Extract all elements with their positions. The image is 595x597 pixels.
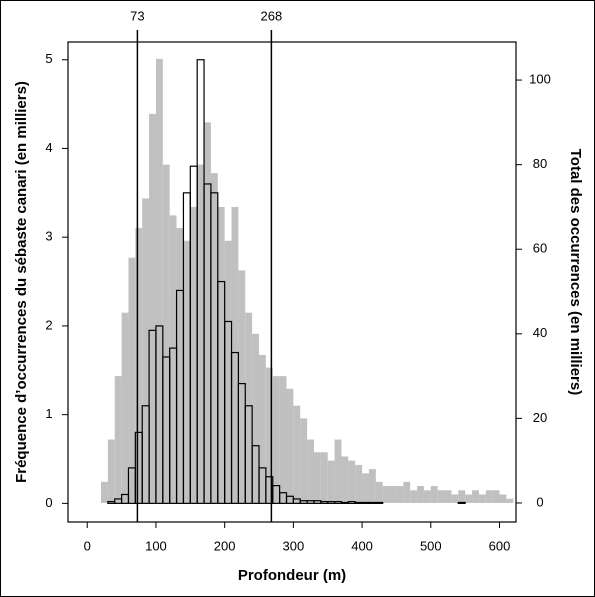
bar bbox=[293, 405, 301, 503]
bar bbox=[340, 501, 349, 504]
x-tick-label: 200 bbox=[214, 538, 236, 553]
x-tick-label: 600 bbox=[489, 538, 511, 553]
bar bbox=[437, 490, 445, 503]
bar bbox=[472, 490, 479, 503]
bar bbox=[451, 494, 459, 503]
bar bbox=[334, 439, 342, 503]
y2-axis-label: Total des occurrences (en milliers) bbox=[567, 149, 584, 395]
y-tick-label: 4 bbox=[45, 140, 52, 155]
bar bbox=[197, 164, 205, 503]
y-tick-label: 3 bbox=[45, 229, 52, 244]
reference-label: 268 bbox=[261, 8, 283, 23]
bar bbox=[485, 490, 493, 503]
bar bbox=[155, 58, 163, 503]
y2-tick-label: 80 bbox=[533, 156, 547, 171]
bar bbox=[348, 460, 356, 503]
bar bbox=[245, 312, 253, 503]
bar bbox=[300, 418, 308, 503]
bar bbox=[478, 494, 486, 503]
y2-tick-label: 0 bbox=[536, 494, 543, 509]
bar bbox=[389, 486, 397, 503]
bar bbox=[499, 494, 507, 503]
bar bbox=[204, 122, 211, 503]
y2-tick-label: 60 bbox=[533, 241, 547, 256]
bar bbox=[417, 486, 424, 503]
reference-label: 73 bbox=[130, 8, 144, 23]
bar bbox=[492, 490, 500, 503]
bar bbox=[423, 490, 431, 503]
bar bbox=[190, 206, 198, 503]
bar bbox=[142, 198, 150, 503]
y-tick-label: 2 bbox=[45, 317, 52, 332]
y-tick-label: 0 bbox=[45, 495, 52, 510]
bar bbox=[375, 501, 384, 504]
bar bbox=[355, 464, 363, 503]
bar bbox=[279, 376, 287, 503]
bar bbox=[341, 456, 349, 503]
bar bbox=[107, 439, 115, 503]
bar bbox=[259, 354, 266, 503]
bar bbox=[403, 481, 411, 503]
x-tick-label: 400 bbox=[351, 538, 373, 553]
bar bbox=[458, 490, 466, 503]
y2-tick-label: 40 bbox=[533, 325, 547, 340]
bar bbox=[465, 494, 473, 503]
plot-border bbox=[67, 41, 517, 523]
bar bbox=[286, 388, 294, 503]
y2-tick-label: 20 bbox=[533, 410, 547, 425]
bar bbox=[252, 333, 260, 503]
x-axis-label: Profondeur (m) bbox=[238, 567, 346, 584]
bar bbox=[368, 501, 377, 504]
bar bbox=[265, 367, 273, 503]
bar bbox=[307, 439, 314, 503]
bar bbox=[135, 228, 143, 503]
x-tick-label: 500 bbox=[420, 538, 442, 553]
bar bbox=[128, 257, 136, 503]
bar bbox=[169, 215, 177, 503]
x-tick-label: 300 bbox=[283, 538, 305, 553]
x-tick-label: 100 bbox=[145, 538, 167, 553]
bar bbox=[114, 376, 122, 503]
bar bbox=[457, 501, 466, 504]
bar bbox=[149, 113, 156, 503]
bar bbox=[210, 173, 218, 503]
bar bbox=[176, 228, 184, 503]
bar bbox=[183, 240, 191, 503]
bar bbox=[368, 469, 376, 503]
bar bbox=[121, 312, 129, 503]
bar bbox=[444, 490, 452, 503]
bar bbox=[217, 206, 225, 503]
bar bbox=[410, 490, 418, 503]
x-tick-label: 0 bbox=[84, 538, 91, 553]
bar bbox=[506, 498, 514, 503]
bar bbox=[361, 501, 370, 504]
bar bbox=[231, 206, 239, 503]
y2-tick-label: 100 bbox=[529, 71, 551, 86]
y-axis-label: Fréquence d’occurrences du sébaste canar… bbox=[13, 81, 30, 483]
y-tick-label: 1 bbox=[45, 406, 52, 421]
bar bbox=[313, 452, 321, 503]
bar bbox=[362, 473, 369, 503]
bar bbox=[375, 481, 383, 503]
bar bbox=[272, 376, 280, 503]
bar bbox=[320, 452, 328, 503]
bar bbox=[162, 164, 170, 503]
bar bbox=[382, 486, 390, 503]
y-tick-label: 5 bbox=[45, 51, 52, 66]
bar bbox=[100, 481, 108, 503]
bar bbox=[430, 486, 438, 503]
bar bbox=[354, 501, 363, 504]
bar bbox=[327, 460, 335, 503]
bar bbox=[238, 270, 246, 503]
bar bbox=[396, 486, 404, 503]
bar bbox=[224, 240, 232, 503]
